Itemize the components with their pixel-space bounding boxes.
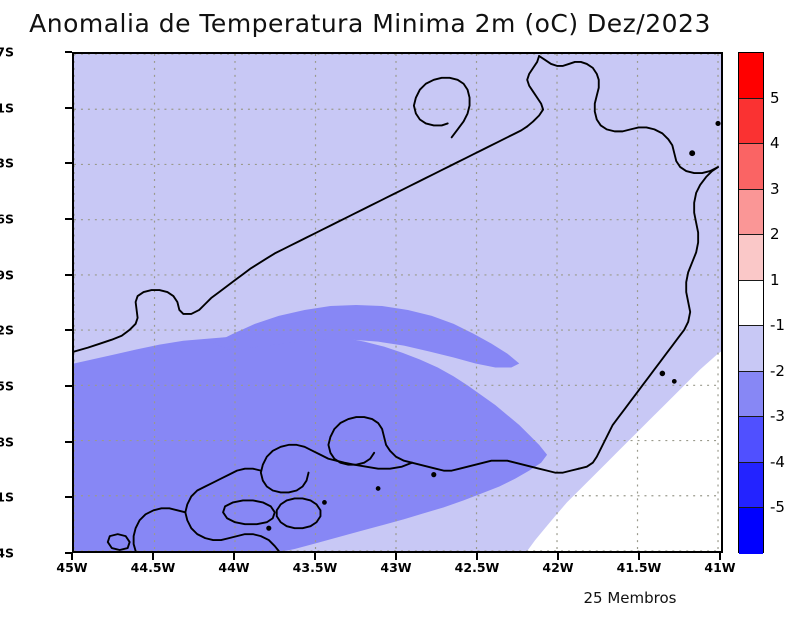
coast-restinga [335,459,413,470]
colorbar-segment-gt-5 [739,53,763,99]
colorbar-tick-label: -1 [770,316,785,335]
x-tick [71,553,73,560]
coast-angra [184,467,280,551]
y-axis-label: 22.8S [0,434,14,450]
x-axis-label: 41W [704,560,736,575]
ensemble-members-caption: 25 Membros [583,589,677,607]
border-northwest [74,125,529,353]
colorbar-tick-label: 5 [770,88,780,107]
island-ilha-grande [275,497,322,530]
colorbar-segment-4-to-5 [739,98,763,145]
border-north-east [538,55,719,174]
y-axis-label: 23.1S [0,489,14,505]
y-axis-label: 21.6S [0,211,14,227]
colorbar-segment-3-to-4 [739,144,763,190]
x-axis-label: 43W [380,560,412,575]
x-axis-label: 44W [218,560,250,575]
y-axis-label: 23.4S [0,545,14,561]
x-axis-label: 42W [542,560,574,575]
x-axis-label: 42.5W [454,560,500,575]
coast-paraty [132,507,187,551]
coast-cabo-frio [410,459,580,474]
y-tick [65,51,72,53]
colorbar-tick-label: -4 [770,452,785,471]
x-tick [233,553,235,560]
colorbar-segment-neg1-to-1 [739,280,763,327]
colorbar-segment-neg2-to-neg1 [739,326,763,372]
colorbar-segment-1-to-2 [739,235,763,281]
y-tick [65,552,72,554]
x-tick [476,553,478,560]
coast-east [577,166,719,470]
y-tick [65,106,72,109]
x-tick [395,553,397,560]
y-tick [65,385,72,387]
colorbar-tick-label: 3 [770,179,780,198]
y-tick [65,329,72,332]
colorbar-tick-label: -3 [770,407,785,426]
x-tick [638,553,640,560]
y-axis-label: 21.9S [0,267,14,283]
colorbar-segment-lt-neg5 [739,508,763,554]
page-title: Anomalia de Temperatura Minima 2m (oC) D… [29,9,711,38]
x-tick [152,553,154,560]
shade-region-neg1-zero [527,351,721,551]
colorbar-segment-2-to-3 [739,189,763,236]
x-axis-label: 44.5W [130,560,176,575]
map-plot-area [65,51,723,560]
colorbar-tick-label: 2 [770,225,780,244]
coastline-paths [74,55,721,551]
y-axis-label: 22.5S [0,378,14,394]
colorbar-segment-neg3-to-neg2 [739,371,763,418]
x-axis-label: 43.5W [292,560,338,575]
island-specks-sw [106,533,131,551]
y-tick [65,162,72,165]
colorbar-segment-neg4-to-neg3 [739,417,763,463]
x-tick [314,553,316,560]
y-axis-label: 21.3S [0,155,14,171]
island-dots-east [659,120,721,384]
y-axis-label: 21S [0,100,14,116]
x-tick [719,553,721,560]
colorbar-tick-label: 4 [770,134,780,153]
x-tick [557,553,559,560]
island-marambaia [222,499,276,526]
colorbar[interactable] [738,52,764,554]
anomaly-map [74,54,721,551]
y-tick [65,440,72,443]
x-axis-label: 45W [56,560,88,575]
y-tick [65,218,72,220]
colorbar-tick-label: -2 [770,361,785,380]
colorbar-segment-neg5-to-neg4 [739,462,763,509]
colorbar-tick-label: -5 [770,498,785,517]
colorbar-tick-label: 1 [770,270,780,289]
y-tick [65,496,72,499]
shade-region-neg3-neg2-north [213,304,520,368]
y-axis-label: 22.2S [0,322,14,338]
y-axis-label: 20.7S [0,44,14,60]
border-north-ridge [526,55,545,128]
border-northwest-hook [412,76,471,139]
map-frame [72,52,723,553]
y-tick [65,273,72,276]
island-dots-central [266,472,437,531]
x-axis-label: 41.5W [616,560,662,575]
coast-sepetiba [259,443,338,494]
